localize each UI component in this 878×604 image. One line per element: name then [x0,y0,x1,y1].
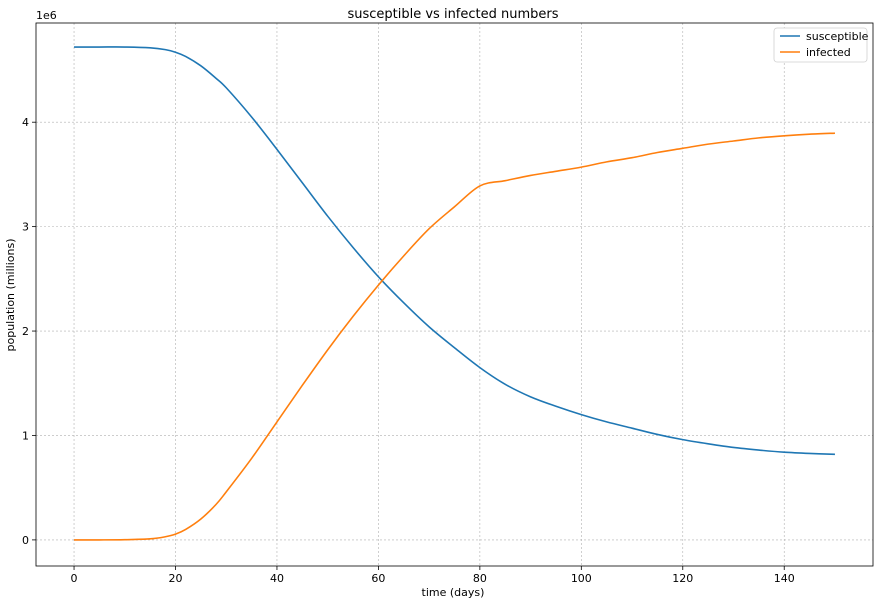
series-layer [74,46,835,541]
series-line-susceptible [74,46,835,456]
y-axis-label: population (millions) [4,239,17,352]
x-tick-label: 100 [571,572,592,585]
legend-label-infected: infected [806,46,851,59]
x-axis-label: time (days) [422,586,485,599]
x-tick-label: 120 [672,572,693,585]
x-tick-label: 0 [71,572,78,585]
y-tick-label: 3 [22,221,29,234]
x-tick-label: 140 [774,572,795,585]
legend: susceptible infected [773,27,869,63]
tick-layer: 0 20 40 60 80 100 120 140 0 1 2 3 4 [22,116,795,585]
y-tick-label: 2 [22,325,29,338]
plot-frame [35,22,874,567]
y-tick-label: 1 [22,429,29,442]
chart-title: susceptible vs infected numbers [347,7,558,22]
series-line-infected [74,132,835,541]
y-tick-label: 0 [22,534,29,547]
legend-label-susceptible: susceptible [806,30,869,43]
grid-layer [36,23,873,566]
x-tick-label: 40 [270,572,284,585]
x-tick-label: 20 [169,572,183,585]
y-tick-label: 4 [22,116,29,129]
x-tick-label: 80 [473,572,487,585]
x-tick-label: 60 [371,572,385,585]
y-offset-text: 1e6 [36,9,57,22]
